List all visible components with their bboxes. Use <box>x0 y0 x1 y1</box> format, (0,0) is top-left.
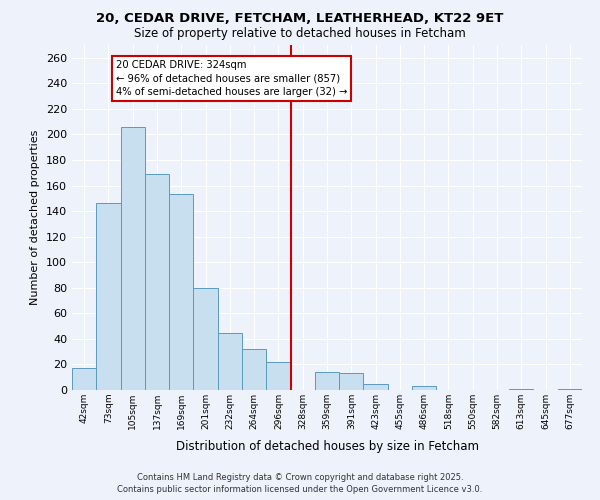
Bar <box>242 349 266 390</box>
Text: 20, CEDAR DRIVE, FETCHAM, LEATHERHEAD, KT22 9ET: 20, CEDAR DRIVE, FETCHAM, LEATHERHEAD, K… <box>97 12 503 26</box>
Bar <box>339 374 364 390</box>
Text: Contains HM Land Registry data © Crown copyright and database right 2025.
Contai: Contains HM Land Registry data © Crown c… <box>118 472 482 494</box>
Bar <box>558 388 582 390</box>
Bar <box>266 362 290 390</box>
Bar <box>169 194 193 390</box>
Bar <box>218 332 242 390</box>
Bar <box>96 204 121 390</box>
Bar <box>72 368 96 390</box>
Text: Size of property relative to detached houses in Fetcham: Size of property relative to detached ho… <box>134 28 466 40</box>
Bar <box>364 384 388 390</box>
Bar <box>412 386 436 390</box>
Bar <box>315 372 339 390</box>
Bar <box>121 127 145 390</box>
Bar <box>193 288 218 390</box>
Bar <box>145 174 169 390</box>
Y-axis label: Number of detached properties: Number of detached properties <box>31 130 40 305</box>
X-axis label: Distribution of detached houses by size in Fetcham: Distribution of detached houses by size … <box>176 440 479 454</box>
Text: 20 CEDAR DRIVE: 324sqm
← 96% of detached houses are smaller (857)
4% of semi-det: 20 CEDAR DRIVE: 324sqm ← 96% of detached… <box>116 60 347 96</box>
Bar <box>509 388 533 390</box>
